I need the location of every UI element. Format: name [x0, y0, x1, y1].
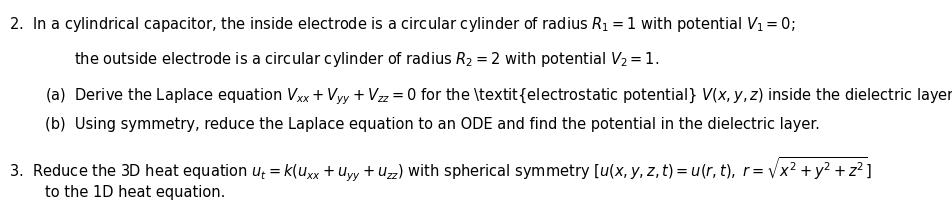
- Text: 2.  In a cylindrical capacitor, the inside electrode is a circular cylinder of r: 2. In a cylindrical capacitor, the insid…: [9, 15, 795, 34]
- Text: (a)  Derive the Laplace equation $V_{xx} + V_{yy} + V_{zz} = 0$ for the \textit{: (a) Derive the Laplace equation $V_{xx} …: [45, 86, 952, 106]
- Text: 3.  Reduce the 3D heat equation $u_t = k(u_{xx} + u_{yy} + u_{zz})$ with spheric: 3. Reduce the 3D heat equation $u_t = k(…: [9, 155, 872, 183]
- Text: to the 1D heat equation.: to the 1D heat equation.: [45, 184, 226, 199]
- Text: (b)  Using symmetry, reduce the Laplace equation to an ODE and find the potentia: (b) Using symmetry, reduce the Laplace e…: [45, 117, 820, 132]
- Text: the outside electrode is a circular cylinder of radius $R_2 = 2$ with potential : the outside electrode is a circular cyli…: [73, 49, 659, 68]
